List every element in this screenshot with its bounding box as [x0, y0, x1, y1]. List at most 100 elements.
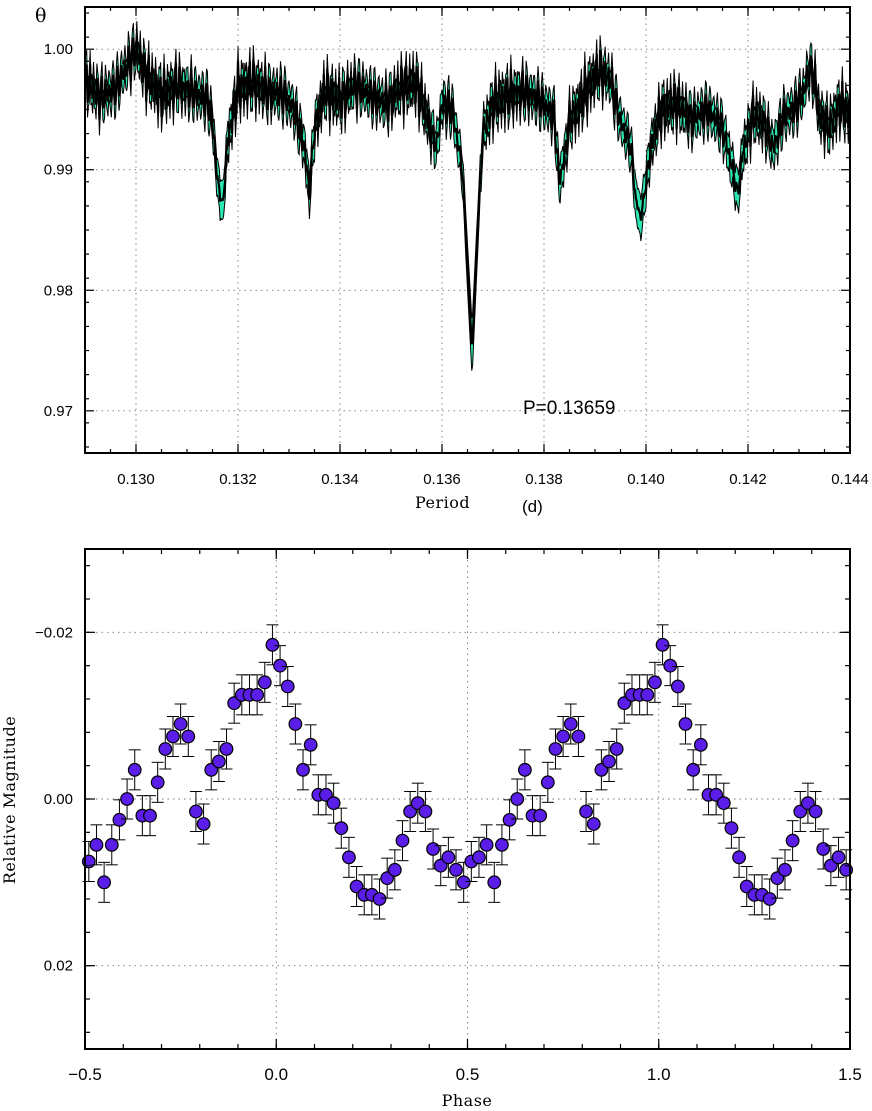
light-curve-point [472, 836, 486, 878]
light-curve-point [166, 716, 180, 757]
light-curve-point [785, 820, 800, 862]
light-curve-point [678, 703, 693, 745]
data-marker [326, 796, 341, 811]
data-marker [296, 762, 310, 777]
light-curve-point [211, 741, 226, 782]
light-curve-point [127, 749, 142, 791]
light-curve-point [479, 824, 494, 866]
data-marker [280, 679, 295, 694]
phase-axis-title: Phase [442, 1091, 493, 1110]
light-curve-point [640, 674, 655, 716]
light-curve-point [778, 849, 792, 891]
data-marker [510, 792, 525, 806]
periodogram-x-tick-label: 0.136 [423, 471, 461, 488]
periodogram-x-tick-label: 0.144 [831, 471, 869, 488]
data-marker [670, 679, 685, 694]
light-curve-point [196, 803, 211, 845]
light-curve-x-tick-label: −0.5 [68, 1065, 102, 1084]
light-curve-y-tick-label: 0.00 [44, 791, 73, 808]
light-curve-point [181, 716, 196, 757]
light-curve-point [793, 791, 808, 832]
light-curve-point [273, 645, 287, 687]
data-marker [548, 742, 563, 756]
light-curve-x-tick-label: 1.5 [838, 1065, 862, 1084]
data-marker [732, 850, 746, 865]
data-marker [334, 821, 349, 836]
light-curve-point [173, 703, 188, 745]
light-curve-point [808, 791, 823, 832]
data-marker [196, 817, 211, 831]
light-curve-point [831, 836, 846, 878]
data-marker [648, 675, 662, 690]
light-curve-point [89, 824, 104, 866]
theta-periodogram-panel: 0.130 0.132 0.134 0.136 0.138 0.140 0.142 0.144… [35, 5, 869, 516]
periodogram-x-tick-label: 0.142 [729, 471, 767, 488]
periodogram-x-tick-label: 0.138 [525, 471, 563, 488]
periodogram-y-tick-labels: 0.97 0.98 0.99 1.00 [44, 41, 73, 420]
data-marker [219, 742, 234, 756]
best-period-annotation: P=0.13659 [523, 398, 615, 419]
data-marker [716, 796, 731, 811]
light-curve-point [540, 761, 555, 803]
data-marker [540, 775, 555, 790]
relative-magnitude-axis-title: Relative Magnitude [0, 716, 19, 884]
data-marker [571, 729, 586, 744]
theta-axis-symbol: θ [35, 5, 46, 27]
data-marker [778, 862, 792, 877]
data-marker [426, 842, 440, 856]
data-marker [97, 875, 112, 890]
data-marker [517, 762, 532, 777]
data-marker [250, 687, 265, 702]
light-curve-point [104, 824, 119, 866]
data-marker [303, 737, 318, 752]
light-curve-y-tick-label: 0.02 [44, 958, 73, 975]
light-curve-frame [84, 548, 851, 1050]
light-curve-point [456, 861, 471, 903]
periodogram-y-tick-label: 0.97 [44, 403, 73, 420]
phase-light-curve-panel: −0.5 0.0 0.5 1.0 1.5 −0.02 0.00 0.02 Phase Rel… [0, 548, 862, 1110]
light-curve-point [571, 716, 586, 757]
data-marker [495, 837, 509, 852]
data-marker [143, 808, 157, 823]
light-curve-x-tick-label: 0.0 [264, 1065, 288, 1084]
light-curve-point [158, 728, 173, 770]
data-marker [288, 717, 303, 731]
light-curve-point [120, 778, 134, 820]
data-marker [602, 754, 616, 769]
data-marker [472, 850, 486, 865]
periodogram-grid [85, 7, 851, 453]
data-marker [640, 687, 655, 702]
light-curve-point [296, 749, 310, 791]
data-marker [556, 729, 571, 744]
light-curve-point [257, 661, 272, 703]
data-marker [173, 717, 188, 731]
light-curve-point [150, 761, 165, 803]
data-marker [808, 804, 823, 819]
data-marker [273, 658, 287, 673]
light-curve-point [449, 849, 463, 891]
light-curve-point [334, 807, 349, 849]
periodogram-theta-line [84, 35, 852, 345]
data-marker [265, 637, 280, 652]
light-curve-point [219, 728, 234, 770]
light-curve-point [579, 791, 593, 832]
data-marker [762, 892, 777, 906]
light-curve-point [533, 795, 548, 837]
data-marker [785, 833, 800, 848]
light-curve-point [686, 749, 701, 791]
data-marker [127, 762, 142, 777]
data-marker [158, 742, 173, 756]
light-curve-point [189, 791, 203, 832]
light-curve-grid [84, 549, 851, 1049]
light-curve-point [441, 836, 456, 878]
data-marker [342, 850, 356, 865]
period-axis-title: Period [415, 493, 470, 512]
data-marker [686, 762, 701, 777]
light-curve-point [510, 778, 525, 820]
light-curve-point [670, 666, 685, 707]
periodogram-x-tick-label: 0.140 [627, 471, 665, 488]
light-curve-point [112, 799, 127, 841]
light-curve-x-tick-label: 1.0 [647, 1065, 671, 1084]
data-marker [89, 837, 104, 852]
